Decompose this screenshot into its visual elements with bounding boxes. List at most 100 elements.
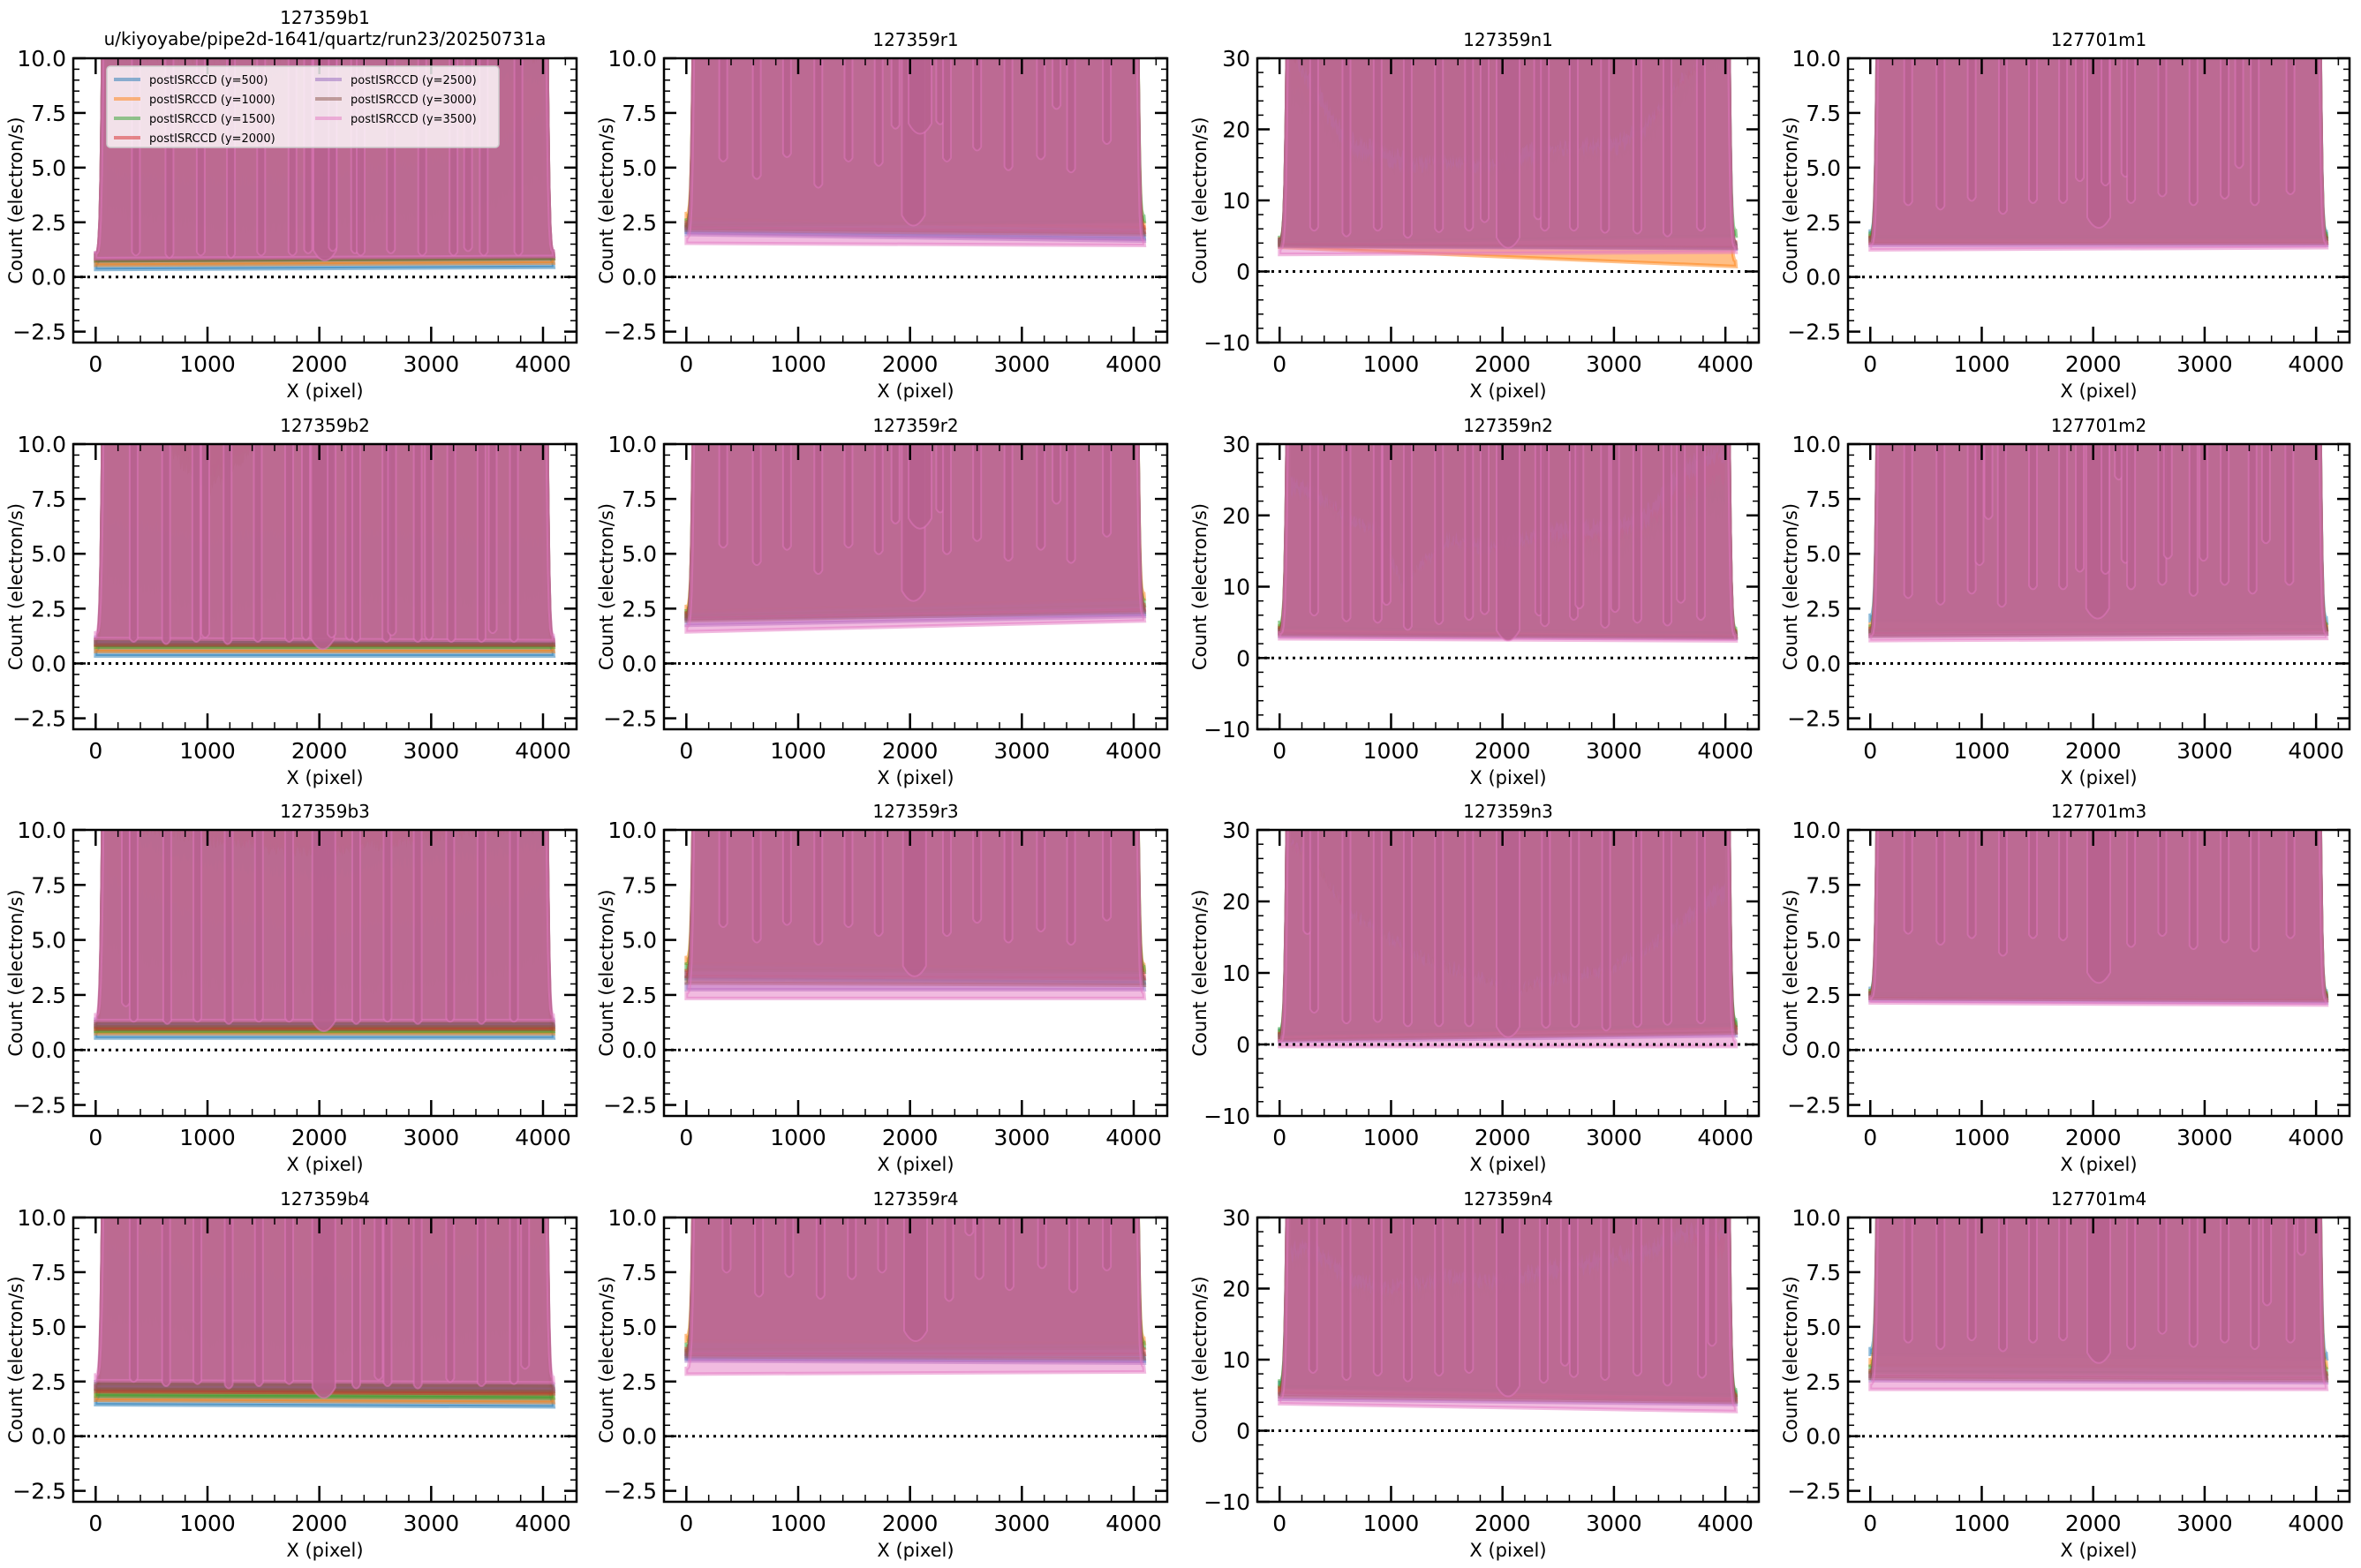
- panel-127359n1: 127359n1 −10 0 10 20 30 0 1000 2000 3000 4000 X (pi…: [1189, 29, 1761, 402]
- legend-label: postISRCCD (y=3500): [351, 113, 477, 126]
- x-axis-label: X (pixel): [286, 1540, 363, 1561]
- y-axis-label: Count (electron/s): [1780, 503, 1801, 670]
- fiber-dip: [1935, 58, 1946, 211]
- fiber-dip: [1903, 444, 1913, 599]
- fiber-dip: [2285, 1217, 2296, 1344]
- fiber-dip: [373, 1217, 384, 1381]
- legend-label: postISRCCD (y=500): [149, 74, 268, 87]
- fiber-dip: [1479, 58, 1490, 223]
- fiber-dip: [1538, 1217, 1549, 1384]
- ytick-label: 0.0: [31, 265, 66, 290]
- fiber-dip: [1574, 444, 1585, 610]
- fiber-dip: [1632, 830, 1642, 1029]
- ytick-label: 10.0: [1791, 818, 1841, 843]
- fiber-dip: [873, 58, 884, 167]
- fiber-dip: [162, 830, 172, 1025]
- ytick-label: 10.0: [607, 1205, 657, 1231]
- ytick-label: 0.0: [622, 651, 657, 676]
- fiber-dip: [781, 444, 792, 551]
- fiber-dip: [1341, 830, 1352, 1025]
- fiber-dip: [1341, 1217, 1352, 1381]
- fiber-dip: [2188, 830, 2199, 951]
- ytick-label: 7.5: [31, 101, 66, 126]
- fiber-dip: [2075, 444, 2086, 573]
- fiber-dip: [908, 444, 933, 530]
- fiber-dip: [1464, 58, 1475, 232]
- xtick-label: 2000: [1475, 351, 1531, 377]
- panel-title: 127359n2: [1463, 415, 1553, 436]
- panel-title: 127359b4: [280, 1188, 370, 1210]
- plot-area: [1278, 1217, 1739, 1413]
- panel-127359b4: 127359b4 −2.5 0.0 2.5 5.0 7.5 10.0 0 1000 2000 300…: [5, 1188, 578, 1561]
- fiber-dip: [908, 58, 933, 135]
- fiber-dip: [843, 830, 854, 929]
- panel-127359n3: 127359n3 −10 0 10 20 30 0 1000 2000 3000 4000 X (pi…: [1189, 801, 1761, 1175]
- fiber-dip: [1997, 1217, 2008, 1353]
- xtick-label: 2000: [2065, 738, 2122, 764]
- fiber-dip: [1402, 830, 1413, 1028]
- ytick-label: 7.5: [1806, 101, 1841, 126]
- xtick-label: 1000: [1363, 738, 1420, 764]
- fiber-dip: [476, 444, 487, 644]
- panel-title: 127359r2: [872, 415, 958, 436]
- y-axis-label: Count (electron/s): [1189, 1276, 1211, 1443]
- fiber-dip: [2285, 58, 2296, 195]
- y-axis-label: Count (electron/s): [5, 889, 26, 1056]
- fiber-dip: [128, 444, 139, 644]
- fiber-dip: [1632, 1217, 1642, 1377]
- fiber-dip: [813, 830, 824, 946]
- xtick-label: 0: [88, 738, 102, 764]
- fiber-dip: [877, 1217, 887, 1274]
- panel-title: 127701m4: [2051, 1188, 2147, 1210]
- fiber-dip: [2188, 1217, 2199, 1348]
- ytick-label: 5.0: [31, 1315, 66, 1340]
- fiber-dip: [1559, 1217, 1570, 1367]
- ytick-label: 5.0: [622, 1315, 657, 1340]
- fiber-dip: [2297, 1217, 2307, 1256]
- fiber-dip: [1540, 444, 1550, 628]
- ytick-label: 0.0: [1806, 1037, 1841, 1063]
- ytick-label: 7.5: [1806, 872, 1841, 898]
- fiber-dip: [1434, 1217, 1445, 1377]
- xtick-label: 4000: [2288, 1511, 2344, 1536]
- fiber-dip: [2199, 444, 2209, 562]
- ytick-label: 30: [1222, 46, 1250, 72]
- panel-title: 127359r3: [872, 801, 958, 822]
- ytick-label: −2.5: [1787, 706, 1841, 732]
- fiber-dip: [1966, 58, 1977, 202]
- plot-area: [684, 444, 1147, 634]
- fiber-dip: [1568, 1217, 1579, 1378]
- ytick-label: 2.5: [1806, 596, 1841, 622]
- fiber-dip: [192, 830, 203, 1023]
- fiber-dip: [128, 830, 139, 1023]
- xtick-label: 3000: [994, 1511, 1051, 1536]
- fiber-dip: [2260, 444, 2271, 545]
- fiber-dip: [890, 58, 901, 130]
- ytick-label: 10.0: [1791, 432, 1841, 457]
- fiber-dip: [2126, 444, 2137, 591]
- ytick-label: −2.5: [1787, 1479, 1841, 1504]
- fiber-dip: [1632, 444, 1642, 624]
- fiber-dip: [2058, 444, 2069, 591]
- xtick-label: 3000: [404, 738, 460, 764]
- ytick-label: 10.0: [17, 432, 66, 457]
- ytick-label: −2.5: [603, 1479, 657, 1504]
- fiber-dip: [2028, 444, 2039, 591]
- fiber-dip: [487, 444, 498, 635]
- ytick-label: 7.5: [31, 486, 66, 512]
- fiber-dip: [1601, 830, 1611, 1032]
- panel-title: 127359r4: [872, 1188, 958, 1210]
- y-axis-label: Count (electron/s): [596, 1276, 617, 1443]
- legend: postISRCCD (y=500) postISRCCD (y=1000) pos…: [106, 65, 500, 148]
- plot-area: [1868, 1217, 2329, 1391]
- ytick-label: −2.5: [603, 1093, 657, 1119]
- ytick-label: 0.0: [622, 1424, 657, 1450]
- xtick-label: 1000: [179, 738, 236, 764]
- xtick-label: 3000: [1586, 738, 1642, 764]
- ytick-label: 0.0: [1806, 265, 1841, 290]
- x-axis-label: X (pixel): [286, 767, 363, 788]
- fiber-dip: [2220, 444, 2230, 586]
- x-axis-label: X (pixel): [877, 381, 954, 402]
- fiber-dip: [1036, 830, 1046, 933]
- panel-title: 127359b1: [280, 7, 370, 28]
